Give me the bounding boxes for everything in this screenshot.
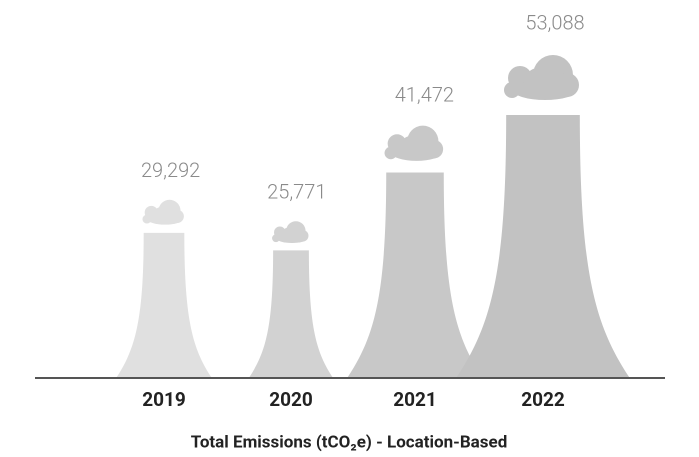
tower <box>248 250 334 378</box>
cloud <box>504 55 579 100</box>
x-tick-label: 2020 <box>269 388 313 411</box>
tower <box>116 232 212 378</box>
cloud-puff <box>147 213 183 225</box>
value-label: 41,472 <box>395 82 454 106</box>
tower <box>347 172 483 378</box>
cloud-puff <box>513 80 577 100</box>
cloud <box>142 199 184 225</box>
cloud <box>384 125 444 161</box>
x-tick-label: 2021 <box>393 388 437 411</box>
cloud <box>272 221 309 244</box>
value-label: 29,292 <box>141 158 200 182</box>
x-axis-label: Total Emissions (tCO₂e) - Location-Based <box>191 432 508 452</box>
x-tick-label: 2019 <box>142 388 186 411</box>
x-tick-label: 2022 <box>521 388 565 411</box>
cloud-puff <box>391 145 442 161</box>
value-label: 25,771 <box>267 180 326 204</box>
cloud-puff <box>276 233 308 244</box>
tower <box>456 115 630 378</box>
value-label: 53,088 <box>525 11 584 35</box>
